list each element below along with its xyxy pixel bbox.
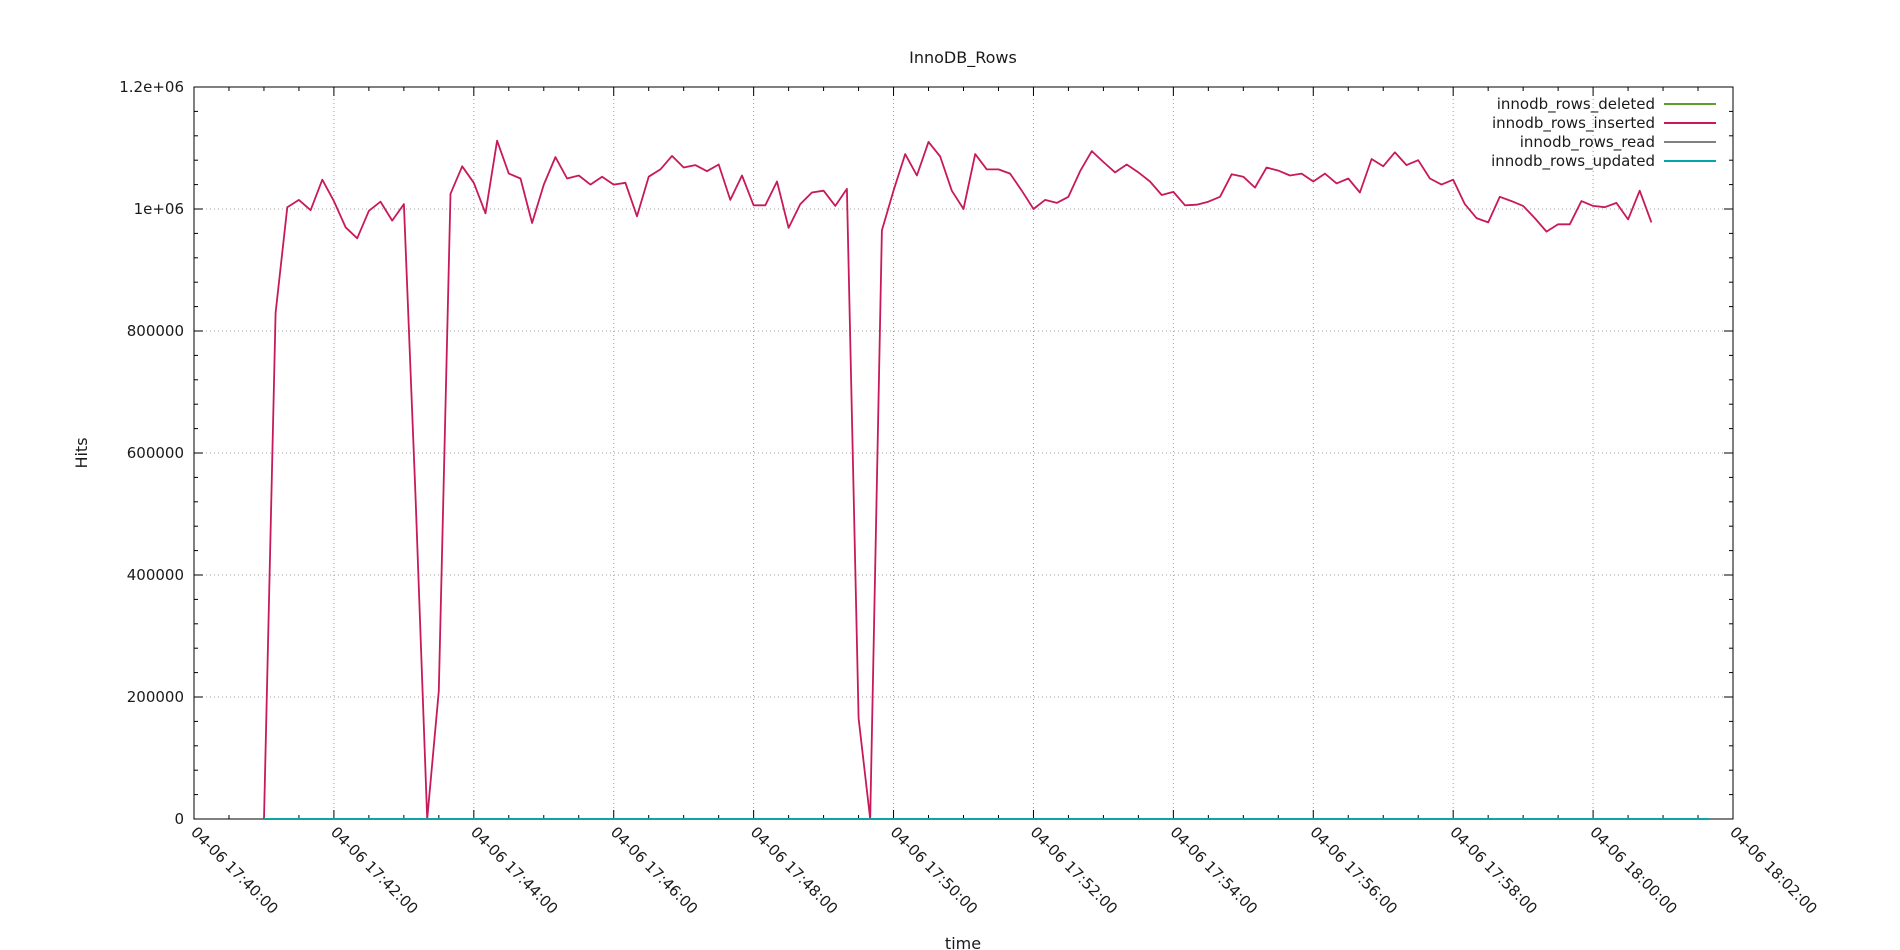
y-tick-label: 800000	[127, 322, 184, 340]
x-tick-label: 04-06 17:46:00	[607, 823, 702, 918]
x-tick-label: 04-06 17:48:00	[747, 823, 842, 918]
series-line-innodb_rows_inserted	[263, 139, 1653, 820]
y-tick-label: 200000	[127, 688, 184, 706]
x-tick-label: 04-06 17:56:00	[1306, 823, 1401, 918]
legend-label: innodb_rows_updated	[1491, 152, 1655, 171]
x-axis-label: time	[945, 934, 981, 950]
legend-label: innodb_rows_deleted	[1497, 95, 1655, 114]
series-lines	[263, 139, 1710, 820]
x-tick-label: 04-06 17:52:00	[1027, 823, 1122, 918]
legend: innodb_rows_deletedinnodb_rows_insertedi…	[1491, 95, 1716, 171]
legend-label: innodb_rows_read	[1520, 133, 1655, 152]
x-tick-label: 04-06 17:50:00	[887, 823, 982, 918]
x-tick-label: 04-06 17:42:00	[327, 823, 422, 918]
legend-label: innodb_rows_inserted	[1492, 114, 1655, 133]
x-tick-label: 04-06 17:40:00	[187, 823, 282, 918]
y-tick-label: 600000	[127, 444, 184, 462]
chart-title: InnoDB_Rows	[909, 48, 1017, 68]
x-tick-label: 04-06 17:58:00	[1446, 823, 1541, 918]
x-tick-label: 04-06 18:02:00	[1726, 823, 1821, 918]
tick-labels: 0 200000 400000 600000 800000 1e+06 1.2e+06 04-…	[119, 78, 1820, 918]
y-tick-label: 1e+06	[134, 200, 184, 218]
x-tick-label: 04-06 18:00:00	[1586, 823, 1681, 918]
y-tick-label: 400000	[127, 566, 184, 584]
y-tick-label: 0	[174, 810, 184, 828]
x-tick-label: 04-06 17:54:00	[1167, 823, 1262, 918]
y-axis-label: Hits	[72, 437, 91, 468]
x-tick-label: 04-06 17:44:00	[467, 823, 562, 918]
y-tick-label: 1.2e+06	[119, 78, 184, 96]
